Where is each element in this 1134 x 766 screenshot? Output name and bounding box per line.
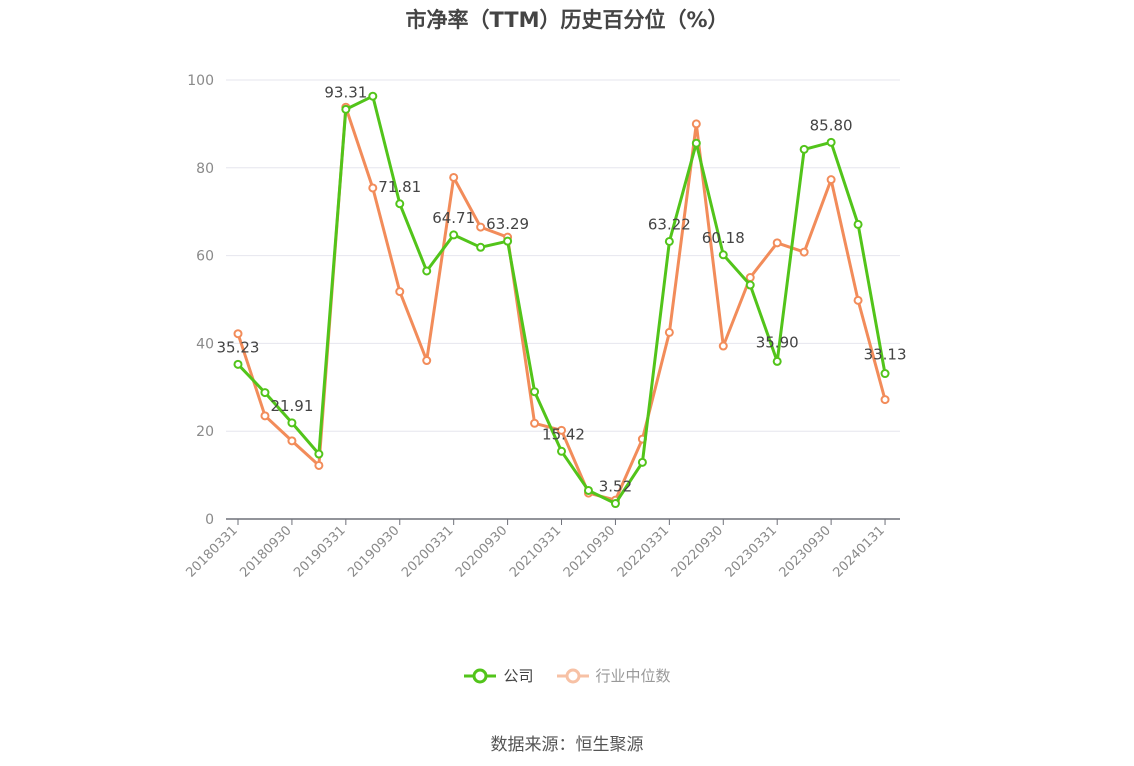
data-label: 85.80 bbox=[810, 116, 853, 134]
legend-industry-swatch-icon bbox=[556, 668, 589, 683]
axes: 0 20 40 60 80 100 2018033120180930201903312019… bbox=[183, 73, 900, 581]
data-label: 21.91 bbox=[270, 397, 313, 415]
data-label: 63.29 bbox=[486, 215, 529, 233]
data-label: 71.81 bbox=[378, 178, 421, 196]
data-point bbox=[503, 236, 513, 246]
data-point bbox=[422, 356, 432, 366]
data-point bbox=[772, 238, 782, 248]
data-label: 63.22 bbox=[648, 215, 691, 233]
data-point bbox=[476, 242, 486, 252]
data-point bbox=[880, 369, 890, 379]
chart-title: 市净率（TTM）历史百分位（%） bbox=[405, 8, 729, 32]
data-point bbox=[449, 172, 459, 182]
x-tick-label: 20220930 bbox=[669, 523, 726, 580]
data-point bbox=[718, 341, 728, 351]
data-label: 3.52 bbox=[599, 478, 632, 496]
data-label: 93.31 bbox=[324, 83, 367, 101]
data-labels: 35.23 21.91 93.31 71.81 64.71 63.29 15.42 3.52 6… bbox=[217, 83, 907, 495]
data-point bbox=[530, 387, 540, 397]
data-point bbox=[637, 457, 647, 467]
data-label: 35.90 bbox=[756, 333, 799, 351]
data-label: 15.42 bbox=[542, 425, 585, 443]
data-point bbox=[853, 219, 863, 229]
data-point bbox=[233, 329, 243, 339]
x-tick-label: 20200331 bbox=[399, 523, 456, 580]
data-point bbox=[476, 222, 486, 232]
legend-company-label: 公司 bbox=[503, 667, 534, 685]
data-point bbox=[314, 460, 324, 470]
x-tick-label: 20190331 bbox=[291, 523, 348, 580]
legend: 公司 行业中位数 bbox=[0, 665, 1134, 686]
x-tick-label: 20200930 bbox=[453, 523, 510, 580]
data-point bbox=[368, 183, 378, 193]
x-tick-label: 20230331 bbox=[723, 523, 780, 580]
data-point bbox=[691, 138, 701, 148]
series-lines bbox=[233, 91, 890, 509]
data-point bbox=[799, 144, 809, 154]
data-point bbox=[530, 418, 540, 428]
data-point bbox=[583, 485, 593, 495]
data-point bbox=[368, 91, 378, 101]
data-point bbox=[395, 199, 405, 209]
data-point bbox=[233, 359, 243, 369]
data-point bbox=[610, 499, 620, 509]
x-tick-label: 20180930 bbox=[237, 523, 294, 580]
data-point bbox=[664, 236, 674, 246]
legend-industry-label: 行业中位数 bbox=[595, 667, 671, 685]
data-point bbox=[826, 175, 836, 185]
x-tick-label: 20240131 bbox=[830, 523, 887, 580]
data-point bbox=[314, 449, 324, 459]
x-tick-label: 20180331 bbox=[183, 523, 240, 580]
data-point bbox=[853, 295, 863, 305]
legend-item-industry-median[interactable]: 行业中位数 bbox=[556, 665, 671, 686]
data-point bbox=[260, 388, 270, 398]
y-tick-label: 0 bbox=[205, 512, 214, 528]
data-point bbox=[718, 250, 728, 260]
x-tick-label: 20230930 bbox=[777, 523, 834, 580]
data-point bbox=[772, 356, 782, 366]
data-point bbox=[395, 287, 405, 297]
y-tick-label: 20 bbox=[196, 424, 214, 440]
y-tick-label: 40 bbox=[196, 336, 214, 352]
y-tick-label: 100 bbox=[187, 73, 214, 89]
legend-item-company[interactable]: 公司 bbox=[463, 665, 534, 686]
data-point bbox=[745, 273, 755, 283]
data-label: 33.13 bbox=[864, 346, 907, 364]
data-point bbox=[826, 137, 836, 147]
data-label: 64.71 bbox=[432, 209, 475, 227]
source-note: 数据来源：恒生聚源 bbox=[490, 735, 644, 755]
y-tick-label: 60 bbox=[196, 249, 214, 265]
data-label: 60.18 bbox=[702, 229, 745, 247]
x-tick-label: 20190930 bbox=[345, 523, 402, 580]
grid-lines bbox=[226, 79, 900, 432]
data-point bbox=[745, 280, 755, 290]
data-point bbox=[287, 436, 297, 446]
data-point bbox=[449, 230, 459, 240]
data-point bbox=[287, 418, 297, 428]
data-point bbox=[557, 425, 567, 435]
y-tick-label: 80 bbox=[196, 161, 214, 177]
x-tick-label: 20210331 bbox=[507, 523, 564, 580]
x-tick-label: 20220331 bbox=[615, 523, 672, 580]
legend-company-swatch-icon bbox=[464, 668, 497, 683]
data-point bbox=[691, 119, 701, 129]
x-tick-label: 20210930 bbox=[561, 523, 618, 580]
data-point bbox=[422, 266, 432, 276]
data-point bbox=[341, 104, 351, 114]
data-label: 35.23 bbox=[217, 338, 260, 356]
data-point bbox=[664, 327, 674, 337]
data-point bbox=[880, 395, 890, 405]
data-point bbox=[260, 411, 270, 421]
data-point bbox=[557, 446, 567, 456]
data-point bbox=[799, 247, 809, 257]
